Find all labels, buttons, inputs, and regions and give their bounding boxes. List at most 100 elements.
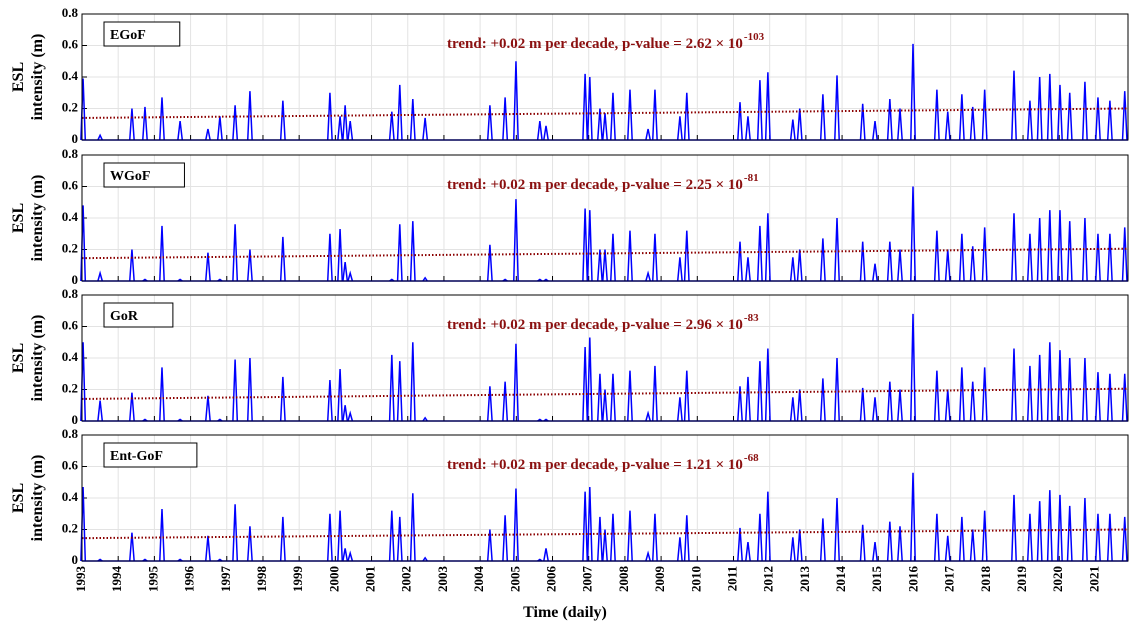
spike <box>627 230 633 282</box>
spike <box>683 92 690 141</box>
y-tick-label: 0.6 <box>62 177 79 192</box>
spike <box>97 400 104 422</box>
spike <box>1095 372 1101 422</box>
panel-label-box <box>103 302 174 328</box>
spike <box>279 376 286 422</box>
spike <box>1026 365 1033 422</box>
spike <box>159 97 165 141</box>
spike <box>326 92 333 141</box>
spike <box>537 278 543 282</box>
spike <box>969 529 976 562</box>
spike <box>586 210 593 282</box>
spike <box>676 257 683 282</box>
y-tick-label: 0.4 <box>62 349 79 364</box>
spike <box>933 370 940 422</box>
spike <box>502 278 508 282</box>
spike <box>543 278 549 282</box>
spike <box>326 513 333 562</box>
y-axis-label: ESL <box>10 343 27 373</box>
spike <box>897 108 903 141</box>
y-tick-label: 0.2 <box>62 380 78 395</box>
spike <box>886 241 893 282</box>
spike <box>627 510 633 562</box>
spike <box>627 370 633 422</box>
y-tick-label: 0 <box>72 412 79 427</box>
y-tick-label: 0.8 <box>62 5 79 20</box>
spike <box>897 389 903 422</box>
x-tick-label: 2015 <box>869 566 884 593</box>
spike <box>205 128 211 141</box>
spike <box>596 249 603 282</box>
spike <box>409 221 416 282</box>
trend-line <box>81 528 1129 540</box>
spike <box>737 527 743 562</box>
spike <box>388 510 395 562</box>
spike <box>537 418 543 422</box>
spike <box>396 84 403 141</box>
spike <box>756 361 763 422</box>
spike <box>582 346 589 422</box>
plot-frame <box>81 434 1129 562</box>
spike <box>246 526 253 562</box>
x-tick-label: 2004 <box>471 566 486 593</box>
y-axis-label: intensity (m) <box>29 175 46 262</box>
spike <box>1081 81 1088 141</box>
spike <box>1121 516 1128 562</box>
spike <box>142 418 148 422</box>
spike <box>422 416 428 422</box>
spike <box>543 125 549 141</box>
y-tick-label: 0.4 <box>62 68 79 83</box>
spike <box>347 270 354 282</box>
spike <box>1066 357 1073 422</box>
spike <box>409 493 416 562</box>
spike <box>1036 76 1043 141</box>
spike <box>645 550 651 562</box>
x-tick-label: 2020 <box>1050 566 1065 592</box>
spike <box>745 376 751 422</box>
spike <box>1066 505 1073 562</box>
spike <box>177 558 183 562</box>
y-axis-label: ESL <box>10 62 27 92</box>
spike <box>1081 217 1088 282</box>
spike <box>834 497 840 562</box>
spike <box>933 513 940 562</box>
spike <box>764 491 771 562</box>
x-tick-label: 2001 <box>363 566 378 592</box>
spike <box>859 387 866 422</box>
y-axis-label: intensity (m) <box>29 455 46 542</box>
spike <box>897 526 903 562</box>
panel-label: WGoF <box>110 169 150 184</box>
spike <box>969 106 976 141</box>
plot-frame <box>81 154 1129 282</box>
spike <box>246 249 253 282</box>
x-tick-label: 2014 <box>833 566 848 593</box>
spike <box>128 108 135 141</box>
spike <box>177 418 183 422</box>
spike <box>834 217 840 282</box>
trend-annotation-exponent: -81 <box>744 172 759 184</box>
spike <box>872 121 878 141</box>
spike <box>859 524 866 562</box>
y-tick-label: 0.6 <box>62 36 79 51</box>
spike <box>819 378 826 422</box>
spike <box>1106 373 1113 422</box>
spike <box>886 99 893 141</box>
y-tick-label: 0.4 <box>62 209 79 224</box>
x-tick-label: 1994 <box>109 566 124 593</box>
x-tick-label: 2011 <box>724 566 739 591</box>
spike <box>142 106 148 141</box>
x-tick-label: 2018 <box>978 566 993 593</box>
panel-label-box <box>103 442 198 468</box>
spike <box>981 227 988 282</box>
spike <box>347 121 354 141</box>
y-tick-label: 0.2 <box>62 99 78 114</box>
trend-annotation: trend: +0.02 m per decade, p-value = 1.2… <box>447 457 743 473</box>
x-tick-label: 2016 <box>905 566 920 593</box>
spike <box>279 516 286 562</box>
spike <box>422 117 429 141</box>
plot-frame <box>81 294 1129 422</box>
y-tick-label: 0.8 <box>62 286 79 301</box>
spike <box>337 368 344 422</box>
y-tick-label: 0.8 <box>62 146 79 161</box>
x-tick-label: 2009 <box>652 566 667 593</box>
